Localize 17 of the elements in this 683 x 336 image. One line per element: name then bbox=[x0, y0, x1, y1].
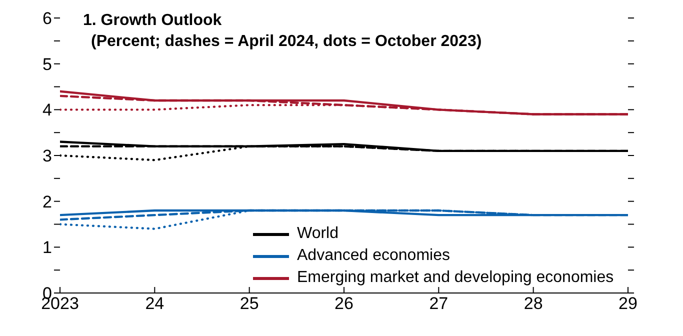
x-tick-label: 29 bbox=[618, 294, 638, 314]
x-tick-label: 27 bbox=[429, 294, 448, 314]
y-tick-label: 4 bbox=[42, 100, 52, 120]
y-tick-label: 6 bbox=[42, 9, 52, 28]
y-tick-label: 3 bbox=[42, 146, 52, 166]
x-tick-label: 25 bbox=[240, 294, 259, 314]
y-tick-label: 2 bbox=[42, 192, 52, 212]
chart-title: 1. Growth Outlook bbox=[83, 11, 223, 31]
y-tick-label: 1 bbox=[42, 238, 52, 258]
x-tick-label: 28 bbox=[524, 294, 543, 314]
y-tick-label: 5 bbox=[42, 54, 52, 74]
legend-label: World bbox=[297, 224, 338, 244]
legend-label: Emerging market and developing economies bbox=[297, 268, 614, 288]
text: (Percent; dashes = April 2024, dots = October 2023) bbox=[90, 32, 482, 52]
legend-label: Advanced economies bbox=[297, 246, 450, 266]
x-tick-label: 24 bbox=[145, 294, 164, 314]
x-tick-label: 26 bbox=[334, 294, 354, 314]
